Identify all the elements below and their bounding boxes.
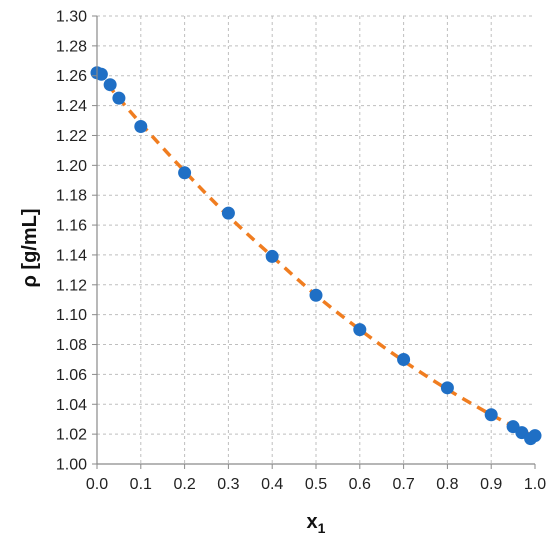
data-point	[112, 91, 126, 105]
data-point	[528, 429, 542, 443]
y-tick-label: 1.28	[56, 38, 87, 55]
data-point	[265, 249, 279, 263]
x-tick-label: 0.3	[217, 476, 239, 493]
y-tick-label: 1.08	[56, 337, 87, 354]
x-axis-title-subscript: 1	[318, 520, 326, 536]
data-point	[440, 381, 454, 395]
data-point	[103, 78, 117, 92]
y-tick-label: 1.22	[56, 128, 87, 145]
y-tick-labels: 1.00 1.02 1.04 1.06 1.08 1.10 1.12 1.14 1.16 1.18…	[56, 9, 87, 474]
x-tick-label: 0.4	[261, 476, 283, 493]
x-tick-labels: 0.0 0.1 0.2 0.3 0.4 0.5 0.6 0.7 0.8 0.9 1.0	[86, 476, 546, 493]
y-tick-label: 1.16	[56, 218, 87, 235]
x-tick-label: 0.5	[305, 476, 327, 493]
x-tick-label: 1.0	[524, 476, 546, 493]
data-point	[178, 166, 192, 180]
x-tick-label: 0.1	[130, 476, 152, 493]
y-tick-label: 1.14	[56, 247, 87, 264]
x-tick-label: 0.2	[173, 476, 195, 493]
grid	[97, 15, 535, 464]
y-tick-label: 1.12	[56, 277, 87, 294]
x-tick-label: 0.0	[86, 476, 108, 493]
data-point	[221, 206, 235, 220]
axes	[92, 15, 536, 469]
y-tick-label: 1.18	[56, 188, 87, 205]
data-point	[309, 288, 323, 302]
y-tick-label: 1.10	[56, 307, 87, 324]
x-tick-label: 0.6	[349, 476, 371, 493]
x-axis-title: x1	[307, 511, 326, 536]
y-tick-label: 1.06	[56, 367, 87, 384]
scatter-points-layer	[90, 66, 542, 446]
y-tick-label: 1.24	[56, 98, 87, 115]
x-tick-label: 0.9	[480, 476, 502, 493]
data-point	[397, 352, 411, 366]
y-tick-label: 1.20	[56, 158, 87, 175]
x-axis-title-main: x	[307, 511, 318, 533]
y-tick-label: 1.04	[56, 397, 87, 414]
y-tick-label: 1.02	[56, 427, 87, 444]
y-tick-label: 1.30	[56, 9, 87, 26]
y-axis-title: ρ [g/mL]	[19, 208, 41, 287]
data-point	[134, 120, 148, 134]
y-tick-label: 1.00	[56, 457, 87, 474]
data-point	[94, 67, 108, 81]
data-point	[353, 323, 367, 337]
x-tick-label: 0.7	[392, 476, 414, 493]
x-tick-label: 0.8	[436, 476, 458, 493]
y-tick-label: 1.26	[56, 68, 87, 85]
data-point	[484, 408, 498, 422]
